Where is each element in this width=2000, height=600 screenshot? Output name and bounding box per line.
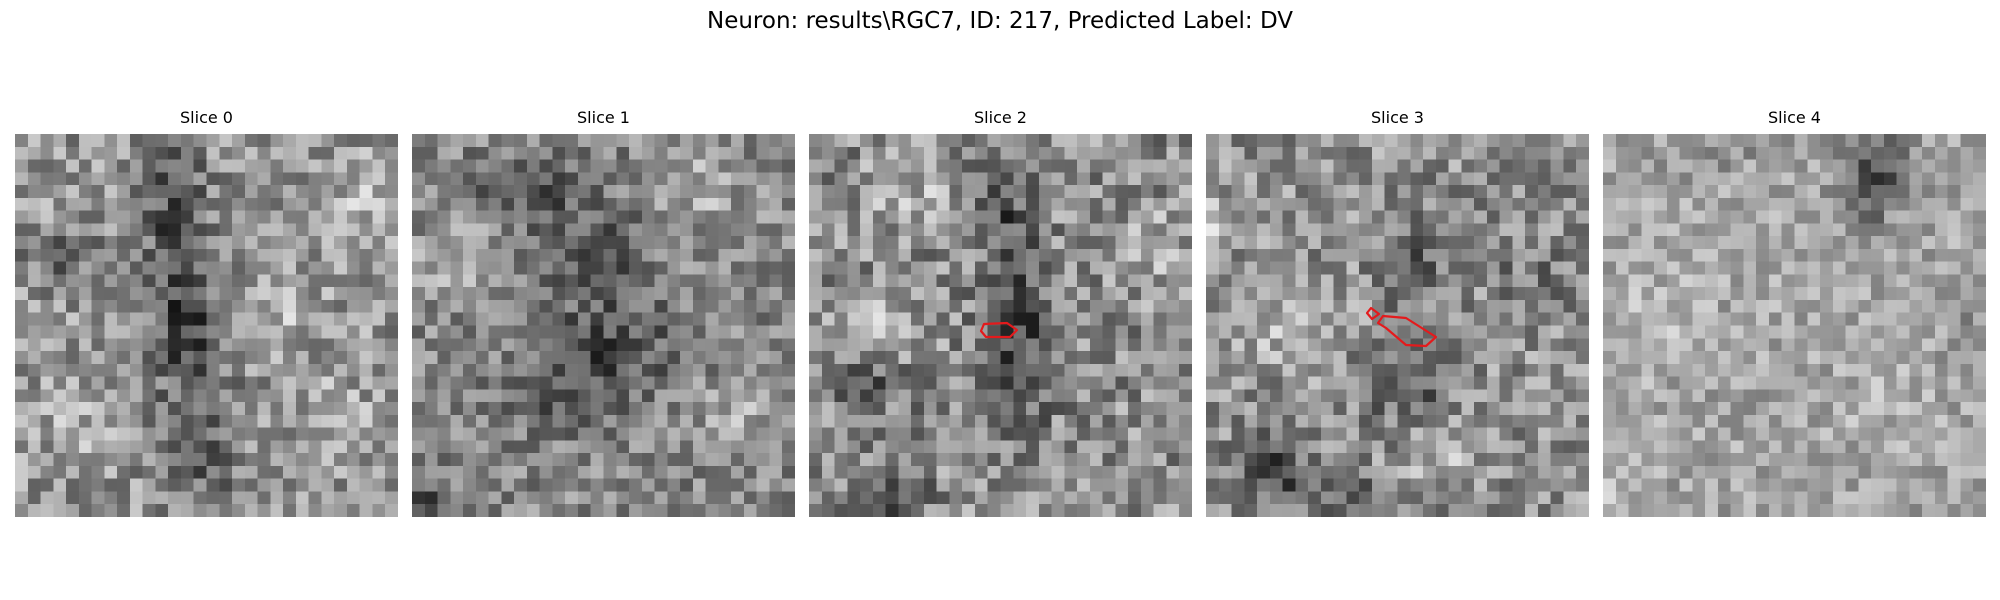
- slice-panel: Slice 3: [1206, 108, 1589, 517]
- figure-title: Neuron: results\RGC7, ID: 217, Predicted…: [706, 8, 1294, 34]
- slice-panel: Slice 0: [15, 108, 398, 517]
- slice-image: [15, 134, 398, 517]
- slice-panel: Slice 1: [412, 108, 795, 517]
- slice-image: [1206, 134, 1589, 517]
- slice-image: [412, 134, 795, 517]
- slice-title: Slice 3: [1371, 108, 1424, 127]
- slice-title: Slice 1: [577, 108, 630, 127]
- slice-image: [1603, 134, 1986, 517]
- slice-title: Slice 4: [1768, 108, 1821, 127]
- slice-title: Slice 0: [180, 108, 233, 127]
- slice-image: [809, 134, 1192, 517]
- slice-panel: Slice 4: [1603, 108, 1986, 517]
- slice-title: Slice 2: [974, 108, 1027, 127]
- slice-panel: Slice 2: [809, 108, 1192, 517]
